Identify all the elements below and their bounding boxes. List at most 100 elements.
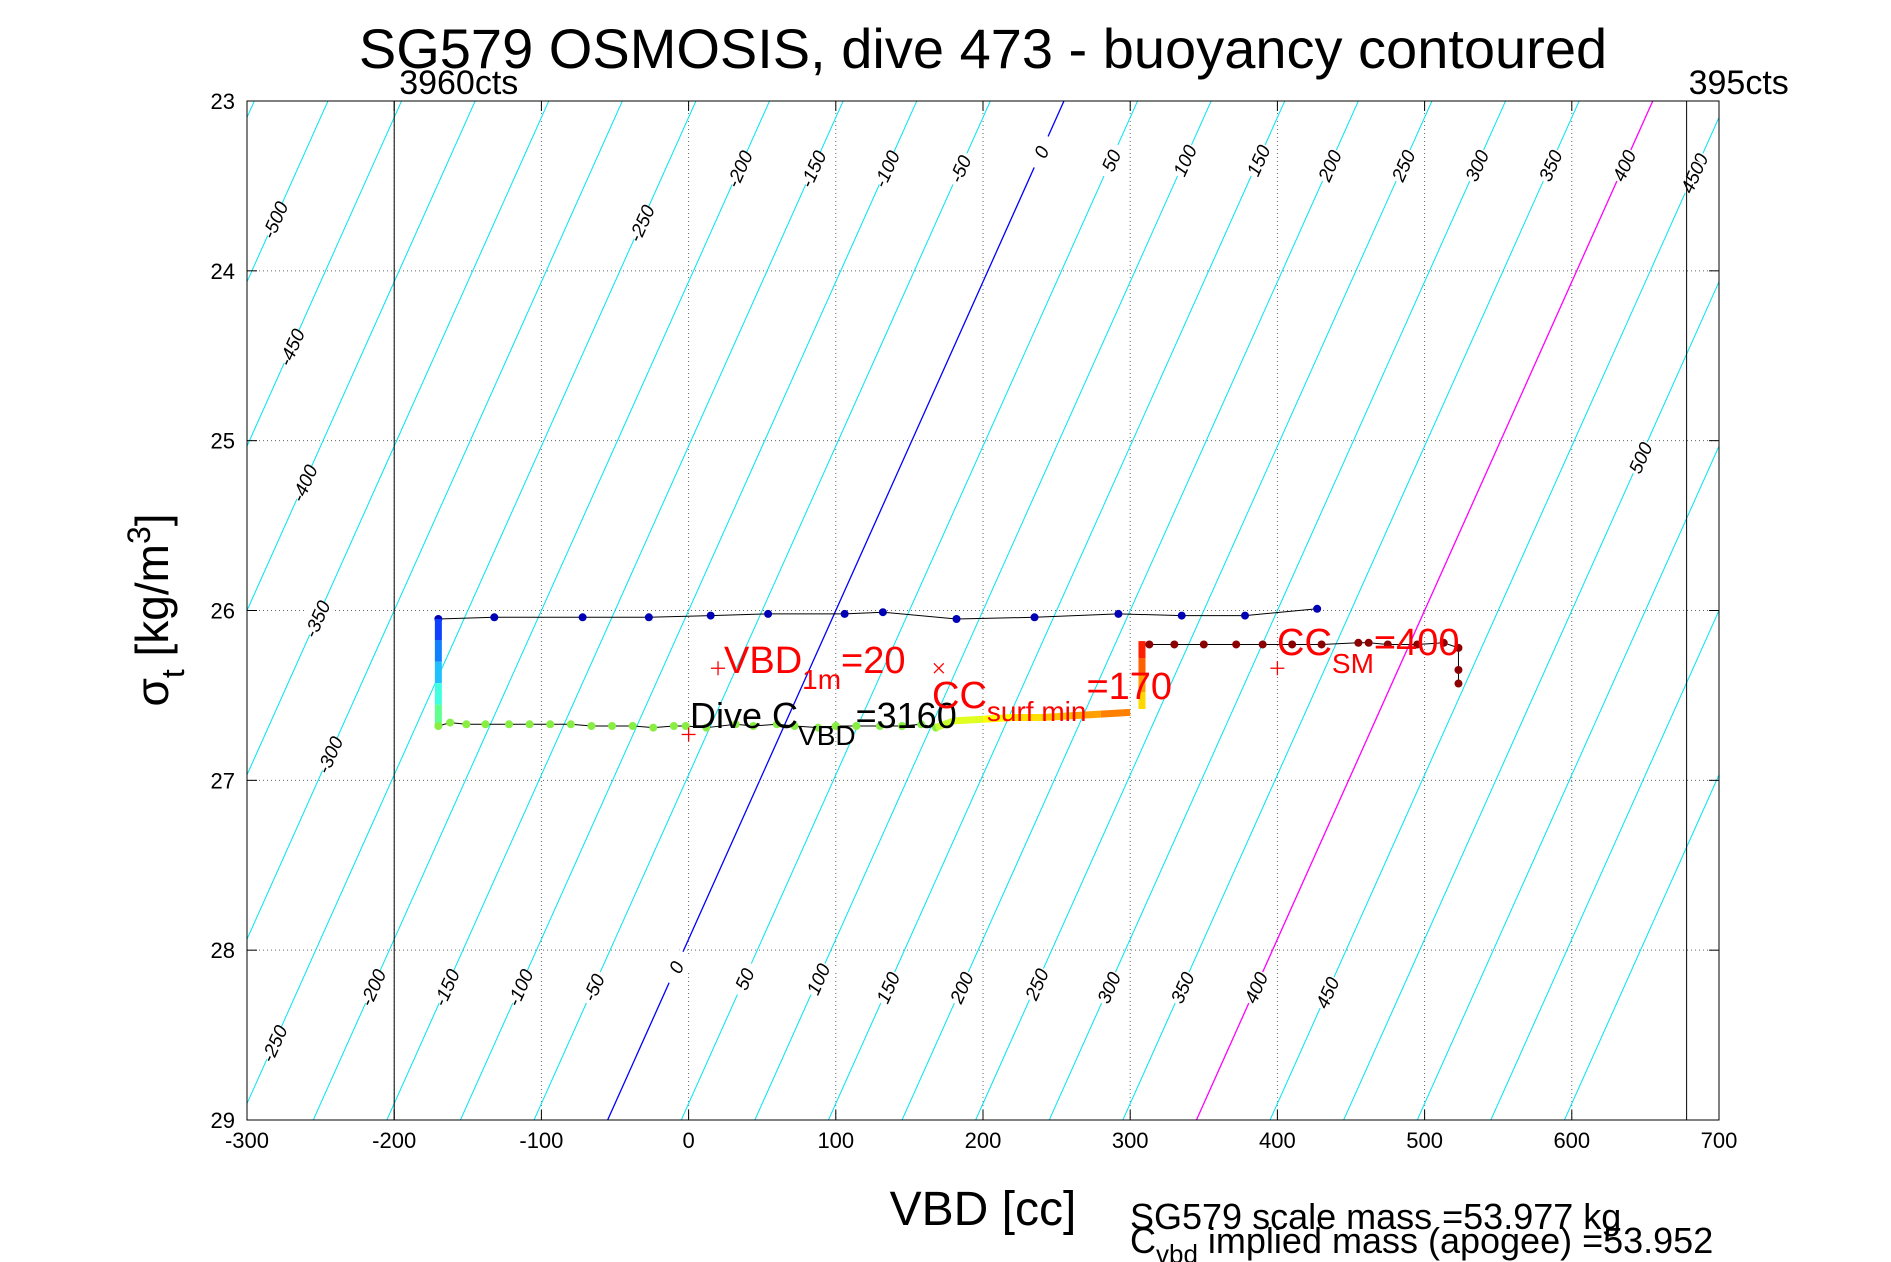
annotation-cc-sm-value: =400	[1374, 622, 1460, 664]
descent-track	[438, 608, 1318, 620]
ascent-point	[772, 720, 781, 729]
buoyancy-contour-line	[1195, 101, 1654, 1120]
ascent-point	[505, 720, 514, 729]
contour-label-background	[942, 966, 981, 1009]
ascent-point	[702, 723, 711, 732]
surface-point	[1383, 640, 1392, 649]
surface-point	[1288, 640, 1297, 649]
ascent-point	[681, 721, 690, 730]
descent-point	[952, 614, 961, 623]
descent-point	[764, 609, 773, 618]
contour-label-background	[1022, 131, 1060, 173]
contour-label-background	[1092, 139, 1130, 182]
buoyancy-contour-line	[247, 101, 403, 448]
data-layer	[434, 604, 1463, 732]
ascent-warm-segment	[1071, 710, 1101, 720]
ascent-point	[875, 721, 884, 730]
ascent-point	[898, 721, 907, 730]
y-tick-label: 28	[211, 938, 235, 963]
contour-label-background	[1673, 156, 1711, 199]
y-axis-label-close: ]	[126, 513, 178, 526]
x-tick-label: 0	[682, 1128, 694, 1153]
contour-label-background	[1236, 966, 1275, 1009]
contour-label-background	[1384, 144, 1422, 187]
ascent-point	[525, 720, 534, 729]
annotation-cc-surf-min-value: =170	[1086, 666, 1172, 708]
contour-label-layer: -500-450-400-350-300-250-200 -150 -100 -500…	[255, 131, 1715, 1066]
surface-point	[1364, 638, 1373, 647]
x-axis-label: VBD [cc]	[890, 1183, 1077, 1236]
ascent-point	[852, 721, 861, 730]
contour-label-background	[1308, 971, 1346, 1014]
ascent-point	[731, 720, 740, 729]
surface-point	[1232, 640, 1241, 649]
buoyancy-contour-line	[680, 101, 1139, 1120]
contour-label-background	[574, 966, 613, 1009]
descent-point	[1177, 611, 1186, 620]
annotation-vbd1m-value: =20	[841, 640, 905, 682]
ascent-point	[481, 720, 490, 729]
ascent-warm-segment	[982, 714, 1013, 723]
implied-mass-note-c: C	[1130, 1220, 1156, 1261]
buoyancy-contour-line	[533, 101, 991, 1120]
y-tick-label: 29	[211, 1108, 235, 1133]
y-tick-label: 24	[211, 259, 235, 284]
buoyancy-contour-line	[459, 101, 918, 1120]
ascent-warm-segment	[953, 715, 984, 725]
buoyancy-contour-line	[1563, 773, 1719, 1120]
descent-point	[1114, 609, 1123, 618]
contour-label-background	[1165, 139, 1204, 182]
x-tick-label: 100	[817, 1128, 854, 1153]
contour-label-background	[1621, 436, 1660, 479]
contour-label-background	[657, 946, 695, 988]
annotation-vbd1m: VBD1m=20	[724, 640, 906, 695]
contour-label-background	[1239, 139, 1277, 182]
buoyancy-contour-line	[1343, 280, 1719, 1120]
surface-point	[1454, 665, 1463, 674]
surface-point	[1170, 640, 1179, 649]
buoyancy-contour-line	[827, 101, 1286, 1120]
x-tick-label: 200	[965, 1128, 1002, 1153]
y-tick-label: 23	[211, 89, 235, 114]
surface-point	[1317, 640, 1326, 649]
buoyancy-contour-line	[1122, 101, 1580, 1120]
contour-label-background	[310, 734, 349, 776]
ascent-point	[790, 721, 799, 730]
contour-label-background	[793, 148, 832, 190]
contour-label-background	[297, 598, 336, 640]
x-tick-label: -100	[519, 1128, 563, 1153]
surface-point	[1199, 640, 1208, 649]
buoyancy-contour-line	[754, 101, 1212, 1120]
buoyancy-contour-line	[1416, 444, 1719, 1120]
x-tick-label: 400	[1259, 1128, 1296, 1153]
descent-point	[578, 613, 587, 622]
ascent-point	[446, 718, 455, 727]
ascent-point	[628, 721, 637, 730]
ascent-warm-segment	[1041, 712, 1072, 721]
y-axis-label-superscript: 3	[121, 526, 157, 544]
x-tick-label: 500	[1406, 1128, 1443, 1153]
y-axis-label-symbol: σ	[126, 678, 178, 706]
count-limit-layer: 3960cts 395cts	[393, 64, 1789, 1120]
contour-label-background	[1531, 144, 1570, 187]
annotation-cc-sm-sub: SM	[1332, 648, 1374, 679]
descent-point	[1313, 604, 1322, 613]
surface-point	[1454, 643, 1463, 652]
buoyancy-contour-line	[386, 101, 844, 1120]
contour-label-background	[1457, 144, 1496, 187]
contour-label-background	[255, 1022, 293, 1065]
surface-point	[1258, 640, 1267, 649]
surface-point	[1439, 638, 1448, 647]
contour-label-background	[725, 958, 764, 1000]
scale-mass-note: SG579 scale mass =53.977 kg	[1130, 1196, 1621, 1237]
annotation-dive-cvbd-value: =3160	[856, 695, 957, 736]
reference-marker	[933, 662, 945, 674]
contour-label-background	[427, 966, 465, 1009]
implied-mass-note-text: implied mass (apogee) =53.952	[1198, 1220, 1713, 1261]
contour-label-background	[622, 202, 661, 245]
x-tick-label: 700	[1701, 1128, 1738, 1153]
annotation-cc-surf-min-main: CC	[932, 675, 987, 717]
annotation-dive-cvbd: Dive CVBD=3160	[690, 695, 957, 751]
contour-label-background	[255, 199, 294, 241]
